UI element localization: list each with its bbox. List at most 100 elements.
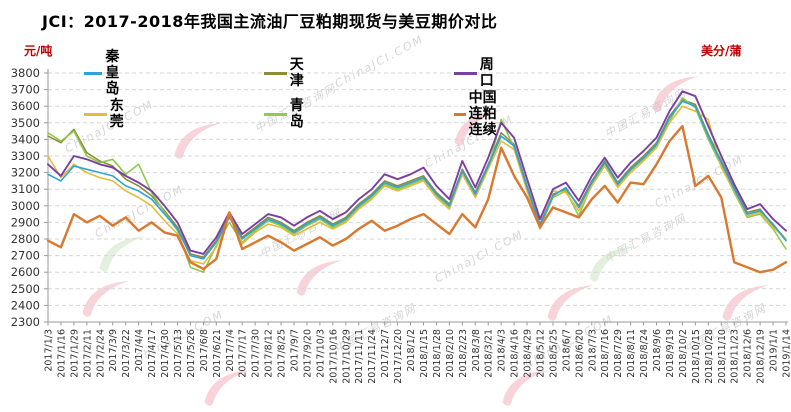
- x-tick-label: 2018/3/8: [471, 329, 482, 372]
- legend-swatch-icon: [454, 112, 466, 116]
- x-tick-label: 2017/4/17: [147, 329, 158, 378]
- x-tick-label: 2017/9/7: [290, 329, 301, 372]
- x-tick-label: 2017/5/13: [173, 329, 184, 378]
- legend-label: 秦皇岛: [105, 49, 120, 97]
- legend-swatch-icon: [454, 71, 477, 75]
- y-tick-label: 2300: [11, 315, 40, 329]
- x-tick-label: 2018/4/16: [510, 329, 521, 378]
- y-tick-label: 3400: [11, 132, 40, 146]
- x-tick-label: 2018/10/2: [678, 329, 689, 378]
- x-tick-label: 2018/7/3: [587, 329, 598, 372]
- series-line-qinhuangdao: [47, 100, 787, 260]
- x-tick-label: 2018/1/28: [432, 329, 443, 378]
- legend-swatch-icon: [84, 71, 103, 75]
- x-tick-label: 2018/8/11: [626, 329, 637, 378]
- x-tick-label: 2018/11/10: [717, 329, 728, 384]
- series-line-tianjin: [47, 98, 787, 259]
- x-tick-label: 2017/4/30: [160, 329, 171, 378]
- y-tick-label: 2800: [11, 232, 40, 246]
- x-tick-label: 2018/3/21: [484, 329, 495, 378]
- watermark-logo-icon: [539, 279, 605, 331]
- right-axis-unit-label: 美分/蒲: [701, 44, 742, 58]
- y-tick-label: 2700: [11, 249, 40, 263]
- x-tick-label: 2017/3/9: [108, 329, 119, 372]
- x-tick-label: 2019/1/14: [782, 329, 791, 378]
- x-tick-label: 2017/12/7: [380, 329, 391, 378]
- x-tick-label: 2018/9/19: [665, 329, 676, 378]
- x-tick-label: 2018/5/12: [536, 329, 547, 378]
- y-tick-label: 3300: [11, 149, 40, 163]
- legend-label: 东莞: [109, 98, 124, 130]
- x-tick-label: 2017/7/30: [251, 329, 262, 378]
- y-tick-label: 2600: [11, 265, 40, 279]
- series-line-dongguan: [47, 105, 787, 265]
- axes: [44, 69, 788, 326]
- x-tick-label: 2018/12/6: [743, 329, 754, 378]
- x-tick-label: 2017/11/11: [354, 329, 365, 384]
- x-tick-label: 2017/10/16: [328, 329, 339, 384]
- x-tick-label: 2019/1/1: [769, 329, 780, 372]
- x-tick-label: 2017/3/22: [121, 329, 132, 378]
- x-tick-label: 2018/6/20: [574, 329, 585, 378]
- series-line-qingdao: [47, 97, 787, 274]
- x-tick-labels: 2017/1/3 2017/1/16 2017/1/29 2017/2/11 2017/…: [44, 329, 791, 384]
- y-tick-label: 2400: [11, 298, 40, 312]
- y-tick-label: 3100: [11, 182, 40, 196]
- series-line-zhoukou: [47, 90, 787, 255]
- x-tick-label: 2017/1/16: [56, 329, 67, 378]
- watermark-logo-icon: [714, 279, 780, 331]
- legend-swatch-icon: [264, 112, 287, 116]
- x-tick-label: 2017/6/21: [212, 329, 223, 378]
- x-tick-label: 2018/10/15: [691, 329, 702, 384]
- y-tick-labels: 2300 2400 2500 2600 2700 2800 2900 3000 3100 3200…: [11, 66, 40, 329]
- legend-item-tianjin: 天津: [264, 57, 311, 89]
- x-tick-label: 2018/10/28: [704, 329, 715, 384]
- chart-title: JCI：2017-2018年我国主流油厂豆粕期现货与美豆期价对比: [42, 12, 498, 31]
- legend-item-dalian_meal: 中国连粕连续: [454, 90, 501, 138]
- x-tick-label: 2018/1/15: [419, 329, 430, 378]
- legend-label: 青岛: [289, 98, 304, 130]
- x-tick-label: 2018/2/10: [445, 329, 456, 378]
- x-tick-label: 2017/4/4: [134, 329, 145, 372]
- watermark-logo-icon: [196, 364, 262, 412]
- legend-swatch-icon: [264, 71, 287, 75]
- x-tick-label: 2017/10/3: [315, 329, 326, 378]
- watermark-logo-icon: [91, 230, 157, 282]
- y-tick-label: 3800: [11, 66, 40, 80]
- x-tick-label: 2017/10/29: [341, 329, 352, 384]
- x-tick-label: 2018/7/16: [600, 329, 611, 378]
- x-tick-label: 2018/11/23: [730, 329, 741, 384]
- x-tick-label: 2017/6/8: [199, 329, 210, 372]
- x-tick-label: 2017/5/26: [186, 329, 197, 378]
- x-tick-label: 2017/7/4: [225, 329, 236, 372]
- x-tick-label: 2018/7/29: [613, 329, 624, 378]
- x-tick-label: 2017/1/3: [44, 329, 55, 372]
- x-tick-label: 2017/2/11: [82, 329, 93, 378]
- x-tick-label: 2018/6/7: [561, 329, 572, 372]
- x-tick-label: 2017/8/12: [264, 329, 275, 378]
- legend-item-dongguan: 东莞: [84, 98, 131, 130]
- watermark-logo-icon: [288, 254, 354, 306]
- y-tick-label: 3500: [11, 116, 40, 130]
- x-tick-label: 2017/2/24: [95, 329, 106, 378]
- x-tick-label: 2018/2/23: [458, 329, 469, 378]
- x-tick-label: 2017/7/17: [238, 329, 249, 378]
- x-tick-label: 2017/8/25: [277, 329, 288, 378]
- y-tick-label: 3200: [11, 166, 40, 180]
- legend-label: 周口: [479, 57, 494, 89]
- series-line-dalian_meal: [46, 124, 788, 274]
- watermark-logo-icon: [494, 364, 560, 412]
- x-tick-label: 2018/4/29: [523, 329, 534, 378]
- legend-swatch-icon: [84, 112, 107, 116]
- x-tick-label: 2017/1/29: [69, 329, 80, 378]
- y-tick-label: 3600: [11, 99, 40, 113]
- y-tick-label: 2500: [11, 282, 40, 296]
- legend-item-qingdao: 青岛: [264, 98, 311, 130]
- x-tick-label: 2018/8/24: [639, 329, 650, 378]
- x-tick-label: 2018/5/25: [548, 329, 559, 378]
- legend-item-zhoukou: 周口: [454, 57, 501, 89]
- y-tick-label: 2900: [11, 215, 40, 229]
- watermark-logo-icon: [166, 117, 232, 169]
- x-tick-label: 2018/9/6: [652, 329, 663, 372]
